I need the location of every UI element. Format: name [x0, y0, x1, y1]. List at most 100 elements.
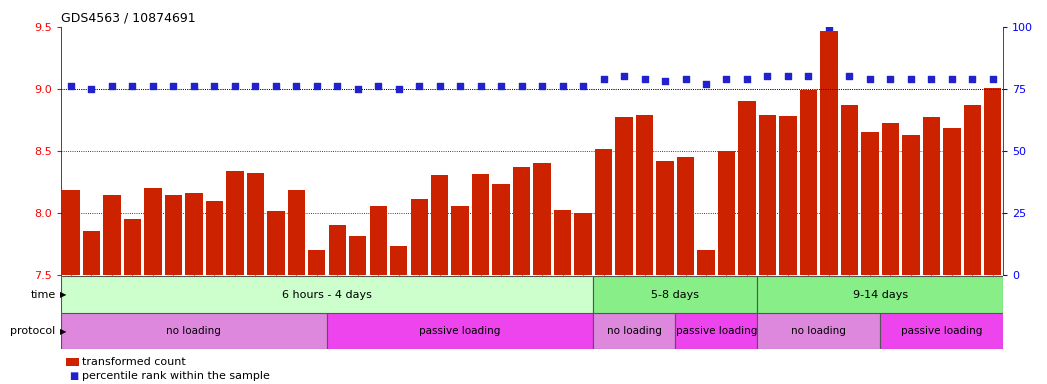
Point — [677, 76, 694, 82]
Point — [472, 83, 489, 89]
Point — [431, 83, 448, 89]
Point — [63, 83, 80, 89]
Point — [964, 76, 981, 82]
Bar — [144, 188, 161, 275]
Bar — [451, 207, 469, 275]
Point — [493, 83, 510, 89]
Bar — [757, 276, 1003, 313]
Point — [984, 76, 1001, 82]
Bar — [963, 105, 981, 275]
Text: 5-8 days: 5-8 days — [651, 290, 699, 300]
Bar — [862, 132, 878, 275]
Text: time: time — [30, 290, 55, 300]
Point — [206, 83, 223, 89]
Bar — [391, 246, 407, 275]
Point — [83, 86, 99, 92]
Point — [329, 83, 346, 89]
Point — [738, 76, 755, 82]
Point — [267, 83, 284, 89]
Point — [718, 76, 735, 82]
Bar — [718, 151, 735, 275]
Point — [759, 73, 776, 79]
Text: ■: ■ — [69, 371, 79, 381]
Point — [185, 83, 202, 89]
Bar — [431, 175, 448, 275]
Bar — [922, 117, 940, 275]
Bar — [881, 313, 1003, 349]
Bar — [61, 276, 594, 313]
Bar — [616, 117, 632, 275]
Bar — [329, 225, 346, 275]
Bar — [349, 236, 366, 275]
Point — [144, 83, 161, 89]
Text: 9-14 days: 9-14 days — [852, 290, 908, 300]
Bar — [697, 250, 715, 275]
Bar — [533, 163, 551, 275]
Point — [595, 76, 611, 82]
Text: no loading: no loading — [792, 326, 846, 336]
Bar — [513, 167, 531, 275]
Point — [575, 83, 592, 89]
Bar — [205, 202, 223, 275]
Bar — [61, 313, 327, 349]
Bar — [841, 105, 859, 275]
Bar — [492, 184, 510, 275]
Point — [391, 86, 407, 92]
Bar — [675, 313, 757, 349]
Point — [882, 76, 898, 82]
Text: ▶: ▶ — [60, 290, 66, 299]
Bar — [800, 90, 817, 275]
Bar — [185, 193, 202, 275]
Point — [104, 83, 120, 89]
Text: passive loading: passive loading — [420, 326, 500, 336]
Point — [943, 76, 960, 82]
Text: passive loading: passive loading — [675, 326, 757, 336]
Bar — [124, 219, 141, 275]
Text: percentile rank within the sample: percentile rank within the sample — [82, 371, 269, 381]
Text: 6 hours - 4 days: 6 hours - 4 days — [282, 290, 372, 300]
Bar — [104, 195, 120, 275]
Point — [513, 83, 530, 89]
Bar — [226, 170, 244, 275]
Bar — [759, 115, 776, 275]
Text: transformed count: transformed count — [82, 357, 185, 367]
Point — [226, 83, 243, 89]
Bar — [676, 157, 694, 275]
Point — [124, 83, 140, 89]
Bar — [820, 31, 838, 275]
Text: no loading: no loading — [166, 326, 221, 336]
Text: passive loading: passive loading — [900, 326, 982, 336]
Bar — [308, 250, 326, 275]
Bar — [656, 161, 673, 275]
Point — [452, 83, 469, 89]
Bar — [779, 116, 797, 275]
Point — [165, 83, 182, 89]
Bar — [595, 149, 612, 275]
Text: GDS4563 / 10874691: GDS4563 / 10874691 — [61, 11, 196, 24]
Bar — [636, 115, 653, 275]
Text: no loading: no loading — [607, 326, 662, 336]
Bar — [943, 128, 960, 275]
Bar — [903, 135, 919, 275]
Text: ▶: ▶ — [60, 327, 66, 336]
Bar — [267, 212, 285, 275]
Bar — [410, 199, 428, 275]
Point — [554, 83, 571, 89]
Bar — [247, 173, 264, 275]
Point — [697, 81, 714, 87]
Point — [821, 24, 838, 30]
Point — [370, 83, 386, 89]
Point — [923, 76, 940, 82]
Bar — [575, 213, 592, 275]
Point — [903, 76, 919, 82]
Bar — [472, 174, 489, 275]
Bar — [984, 88, 1002, 275]
Point — [247, 83, 264, 89]
Bar — [164, 195, 182, 275]
Bar — [288, 190, 305, 275]
Bar — [62, 190, 80, 275]
Point — [616, 73, 632, 79]
Bar — [738, 101, 756, 275]
Bar — [757, 313, 881, 349]
Point — [841, 73, 857, 79]
